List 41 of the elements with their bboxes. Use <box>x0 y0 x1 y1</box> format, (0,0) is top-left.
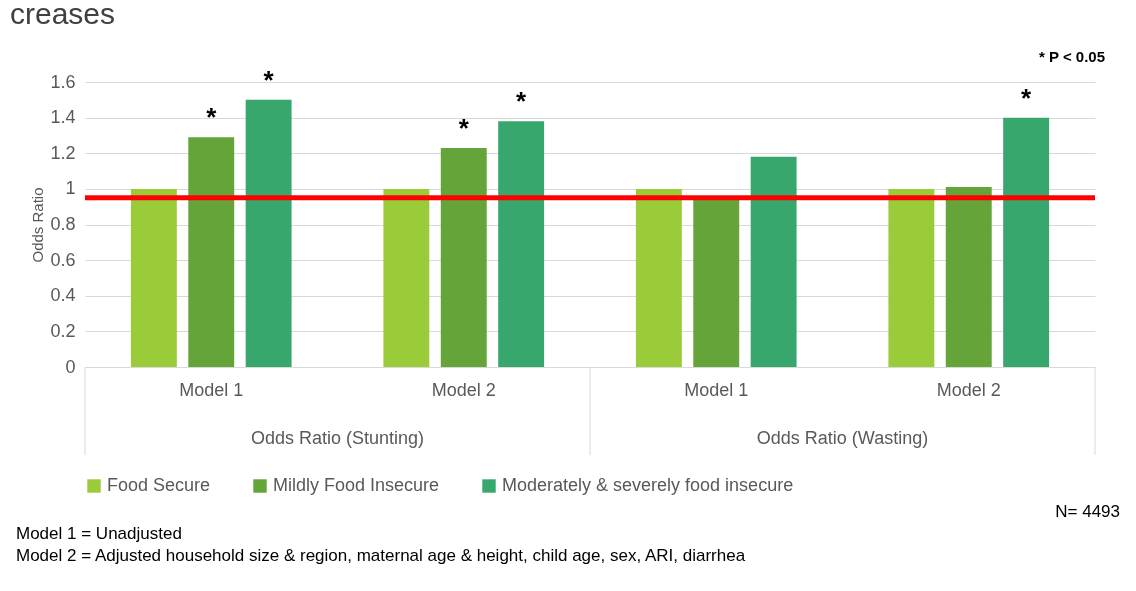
y-tick-label: 0.4 <box>50 285 76 306</box>
y-axis-title: Odds Ratio <box>29 187 47 263</box>
text: Model 2 = Adjusted household size & region, maternal age & height, child age, sex, ARI, diarrhea <box>16 546 747 566</box>
x-tick-label: Model 2 <box>431 379 496 400</box>
text: Model 1 = Unadjusted <box>16 524 183 544</box>
data-label: * <box>1021 82 1033 113</box>
text: N= 4493 <box>1054 502 1120 522</box>
bar <box>750 156 797 367</box>
legend-label: Moderately & severely food insecure <box>502 475 794 495</box>
bar <box>945 187 992 367</box>
chart-title: creases <box>10 0 116 30</box>
bar <box>245 99 292 367</box>
y-tick-label: 1 <box>65 178 76 199</box>
y-tick-label: 0.6 <box>50 249 76 270</box>
text: Odds Ratio (Wasting) <box>756 428 929 448</box>
y-tick-label: 1.4 <box>50 107 76 128</box>
bar <box>188 137 235 367</box>
bar <box>440 147 487 367</box>
bar <box>888 188 935 367</box>
legend-label: Food Secure <box>107 475 211 495</box>
bar <box>635 188 682 367</box>
data-label: * <box>458 112 470 143</box>
bar <box>498 121 545 367</box>
text: * P < 0.05 <box>1038 48 1105 65</box>
data-label: * <box>263 64 275 95</box>
y-tick-label: 0 <box>65 356 76 377</box>
legend-label: Mildly Food Insecure <box>273 475 440 495</box>
bar <box>1003 117 1050 367</box>
bar <box>383 188 430 367</box>
bar <box>693 197 740 367</box>
text: Odds Ratio (Stunting) <box>250 428 425 448</box>
y-tick-label: 1.6 <box>50 71 76 92</box>
x-tick-label: Model 1 <box>179 379 244 400</box>
bar <box>130 188 177 367</box>
data-label: * <box>206 102 218 133</box>
y-tick-label: 1.2 <box>50 142 76 163</box>
x-tick-label: Model 2 <box>936 379 1001 400</box>
data-label: * <box>516 86 528 117</box>
y-tick-label: 0.8 <box>50 214 76 234</box>
x-tick-label: Model 1 <box>684 379 749 400</box>
y-tick-label: 0.2 <box>50 320 76 341</box>
